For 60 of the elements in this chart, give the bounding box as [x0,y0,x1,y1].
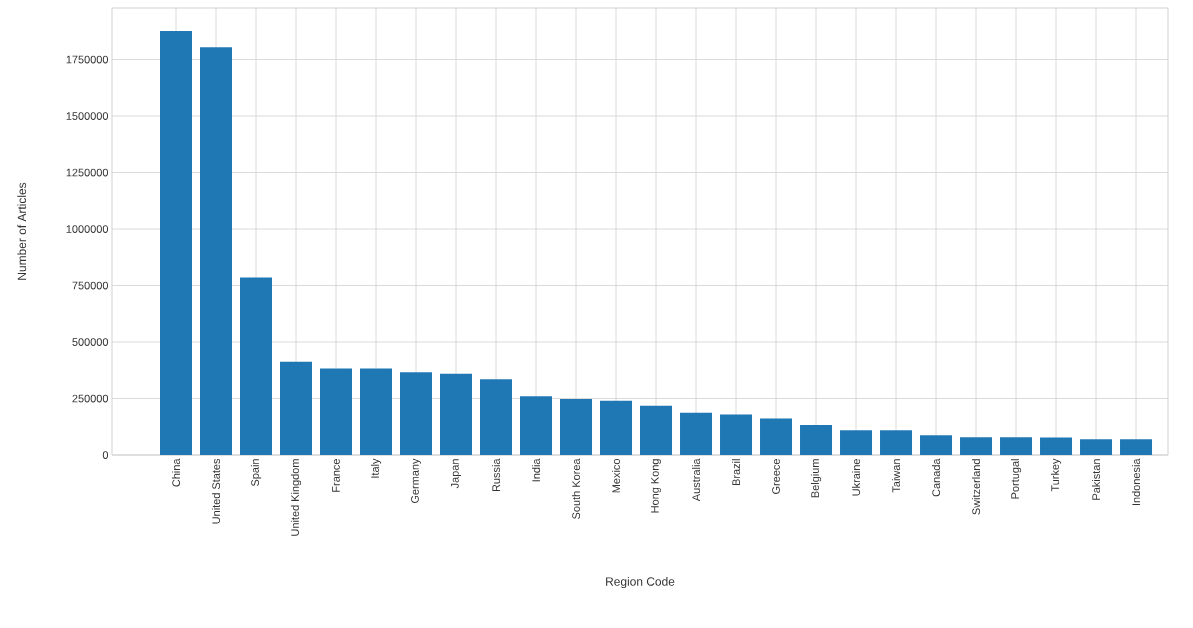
bar [320,368,352,455]
x-tick-label: India [531,458,541,482]
x-tick-label: Germany [411,458,421,504]
bar [800,424,833,455]
x-tick-label: Japan [451,459,461,489]
bar [1040,437,1073,455]
bar [200,47,232,455]
y-tick-label: 750000 [72,281,109,290]
x-tick-label: Belgium [810,459,822,498]
bar [600,400,633,455]
bar [560,398,593,455]
bar [1080,439,1113,455]
x-tick-label: China [171,458,181,487]
x-tick-label: Australia [691,458,701,502]
x-tick-label: Spain [250,459,262,487]
x-tick-label: South Korea [571,458,581,519]
x-tick-label: Hong Kong [651,459,661,513]
x-tick-label: Canada [932,458,941,497]
y-axis-title: Number of Articles [17,182,27,280]
bar [880,430,913,455]
bar [720,414,753,455]
bar [480,379,513,455]
x-tick-label: Mexico [611,458,621,493]
x-tick-label: Portugal [1010,459,1022,499]
x-tick-label: France [332,459,340,492]
y-tick-label: 250000 [72,394,109,403]
bar [400,372,433,455]
bar [920,435,953,455]
x-tick-label: United States [211,458,221,524]
x-tick-label: United Kingdom [290,459,302,536]
y-tick-label: 1250000 [66,168,109,177]
bar [840,430,873,455]
bar [960,437,993,455]
bar [360,368,393,455]
x-tick-label: Ukraine [852,459,861,496]
bar [1120,439,1153,455]
x-axis-title: Region Code [606,576,675,589]
bar [520,396,553,455]
bar [760,418,793,455]
x-tick-label: Indonesia [1132,458,1141,506]
bar [240,277,272,455]
y-tick-label: 1500000 [66,112,109,120]
y-tick-label: 500000 [72,338,109,346]
x-tick-label: Russia [491,458,501,492]
bar [160,31,192,455]
y-tick-label: 0 [102,451,109,459]
x-tick-label: Switzerland [972,459,981,515]
y-tick-label: 1750000 [66,55,109,64]
x-tick-label: Greece [772,459,780,494]
bar [440,373,473,455]
x-tick-label: Pakistan [1092,459,1101,500]
x-tick-label: Italy [370,458,382,478]
x-tick-label: Brazil [731,459,741,486]
x-tick-label: Taiwan [892,459,901,493]
x-tick-label: Turkey [1050,458,1062,492]
bar [640,405,673,455]
bar [280,361,312,455]
bar [680,412,713,455]
bar [1000,437,1033,455]
y-tick-label: 1000000 [66,225,109,233]
